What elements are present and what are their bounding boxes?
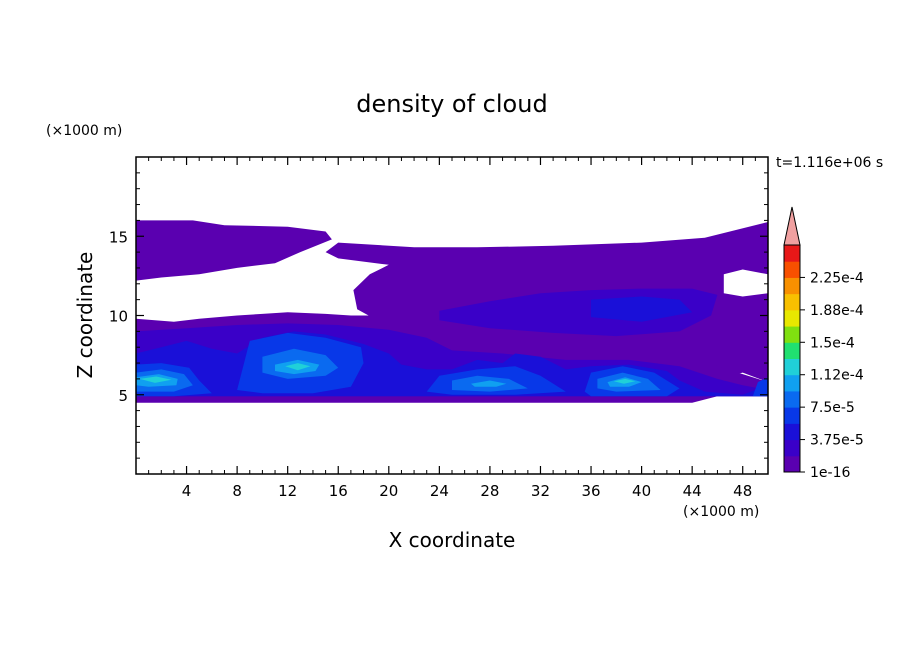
y-unit-label: (×1000 m) bbox=[46, 123, 122, 139]
contour-region-level-0 bbox=[136, 220, 332, 281]
contour-region-level-6 bbox=[285, 363, 311, 371]
colorbar-label: 1.5e-4 bbox=[810, 335, 855, 351]
colorbar: 1e-16 3.75e-5 7.5e-5 1.12e-4 1.5e-4 1.88e-4 2.… bbox=[783, 206, 864, 481]
contour-region-level-2 bbox=[591, 296, 693, 322]
x-axis-label: X coordinate bbox=[389, 528, 516, 552]
contour-region-level-3 bbox=[752, 377, 768, 397]
colorbar-segment bbox=[784, 407, 800, 424]
x-tick-label: 12 bbox=[278, 482, 297, 500]
colorbar-segment bbox=[784, 455, 800, 473]
x-ticks: 4 8 12 16 20 24 28 32 36 40 44 48 bbox=[148, 157, 756, 500]
y-axis-label: Z coordinate bbox=[73, 252, 97, 379]
y-tick-label: 10 bbox=[109, 308, 128, 326]
contour-fills bbox=[136, 220, 768, 403]
x-unit-label: (×1000 m) bbox=[683, 504, 759, 520]
x-tick-label: 32 bbox=[531, 482, 550, 500]
colorbar-segment bbox=[784, 309, 800, 327]
colorbar-segment bbox=[784, 439, 800, 457]
chart-title: density of cloud bbox=[356, 90, 547, 118]
contour-region-level-6 bbox=[139, 376, 172, 383]
x-tick-label: 48 bbox=[733, 482, 752, 500]
colorbar-frame bbox=[783, 244, 801, 473]
x-tick-label: 28 bbox=[480, 482, 499, 500]
x-tick-label: 8 bbox=[232, 482, 242, 500]
colorbar-segment bbox=[784, 293, 800, 311]
y-tick-label: 5 bbox=[118, 387, 128, 405]
colorbar-segment bbox=[784, 342, 800, 359]
colorbar-segment bbox=[784, 423, 800, 441]
colorbar-segment bbox=[784, 326, 800, 343]
x-tick-label: 16 bbox=[329, 482, 348, 500]
y-ticks: 5 10 15 bbox=[109, 172, 768, 459]
colorbar-label: 1e-16 bbox=[810, 465, 850, 481]
colorbar-label: 1.12e-4 bbox=[810, 368, 864, 384]
colorbar-label: 2.25e-4 bbox=[810, 270, 864, 286]
colorbar-label: 1.88e-4 bbox=[810, 303, 864, 319]
colorbar-label: 3.75e-5 bbox=[810, 433, 864, 449]
colorbar-segment bbox=[784, 358, 800, 376]
colorbar-segment bbox=[784, 390, 800, 408]
x-tick-label: 36 bbox=[581, 482, 600, 500]
colorbar-extend-triangle bbox=[783, 206, 801, 246]
x-tick-label: 44 bbox=[683, 482, 702, 500]
time-label: t=1.116e+06 s bbox=[776, 155, 883, 171]
y-tick-label: 15 bbox=[109, 228, 128, 246]
x-tick-label: 40 bbox=[632, 482, 651, 500]
contour-region-level-6 bbox=[613, 378, 636, 384]
colorbar-segment bbox=[784, 245, 800, 262]
x-tick-label: 4 bbox=[182, 482, 192, 500]
x-tick-label: 20 bbox=[379, 482, 398, 500]
x-tick-label: 24 bbox=[430, 482, 449, 500]
colorbar-segment bbox=[784, 261, 800, 278]
colorbar-segment bbox=[784, 374, 800, 392]
colorbar-segment bbox=[784, 277, 800, 295]
contour-region-level-5 bbox=[471, 380, 507, 387]
colorbar-label: 7.5e-5 bbox=[810, 400, 855, 416]
